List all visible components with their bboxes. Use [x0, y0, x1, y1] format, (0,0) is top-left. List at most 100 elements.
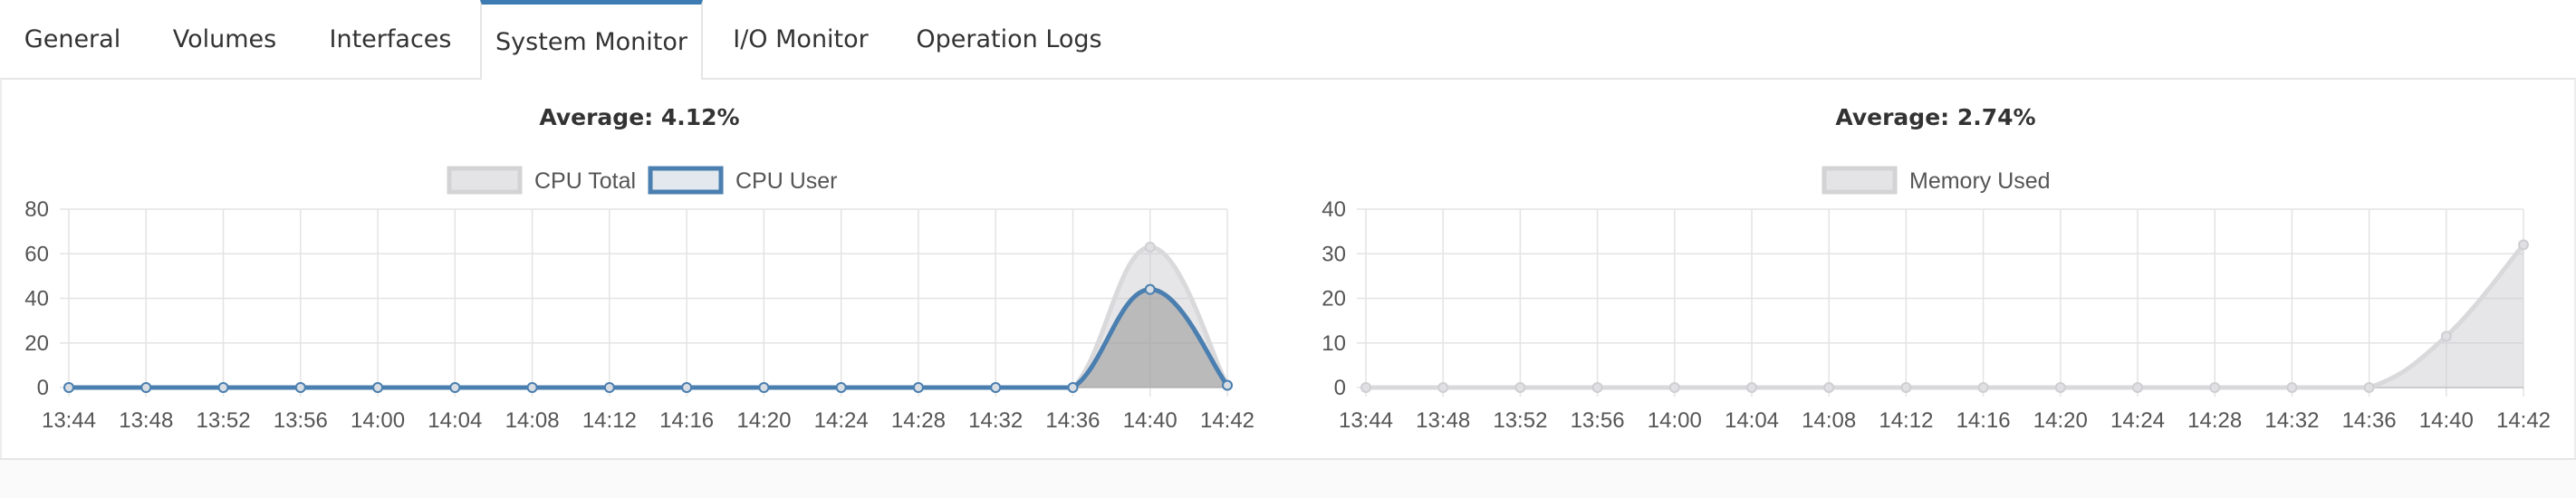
x-tick-label: 14:40: [2419, 408, 2474, 433]
panel-bottom-border: [0, 458, 2576, 460]
data-point: [1360, 382, 1371, 393]
x-tick-label: 14:36: [2342, 408, 2397, 433]
y-tick-label: 20: [1322, 287, 1346, 311]
series-line: [1365, 243, 2525, 390]
x-tick-label: 14:28: [2187, 408, 2242, 433]
x-tick-label: 13:56: [274, 408, 328, 433]
y-tick-label: 40: [1322, 197, 1346, 222]
tab-interfaces[interactable]: Interfaces: [319, 0, 462, 78]
data-point: [140, 382, 152, 393]
series-area: [69, 289, 1227, 388]
legend-label: CPU Total: [534, 168, 636, 194]
legend-label: Memory Used: [1909, 168, 2051, 194]
memory-chart: Average: 2.74% Memory Used 0 10 20 30 40 13:44 1…: [1322, 104, 2551, 433]
tab-label: General: [24, 24, 121, 53]
data-point: [2209, 382, 2221, 393]
x-tick-label: 13:48: [1416, 408, 1470, 433]
tab-general[interactable]: General: [7, 0, 138, 78]
data-point: [1668, 382, 1680, 393]
data-point: [990, 382, 1002, 393]
x-tick-label: 14:36: [1045, 408, 1100, 433]
x-tick-label: 14:00: [351, 408, 405, 433]
y-tick-label: 20: [24, 331, 49, 356]
data-point: [2518, 239, 2529, 251]
x-tick-label: 14:42: [2496, 408, 2551, 433]
x-tick-label: 14:00: [1648, 408, 1702, 433]
data-point: [2440, 330, 2452, 342]
data-point: [1067, 382, 1079, 393]
x-tick-label: 14:20: [2033, 408, 2088, 433]
data-point: [2054, 382, 2066, 393]
legend-swatch: [1821, 166, 1898, 195]
data-point: [1746, 382, 1757, 393]
tab-volumes[interactable]: Volumes: [158, 0, 292, 78]
y-tick-label: 40: [24, 287, 49, 311]
panel-border-left: [0, 78, 2, 498]
data-point: [1514, 382, 1526, 393]
tab-label: Interfaces: [329, 24, 452, 53]
charts-area: Average: 4.12% CPU Total CPU User 0 20 40 60 80…: [24, 104, 2551, 433]
data-point: [758, 382, 770, 393]
data-point: [1222, 379, 1233, 391]
x-tick-label: 14:04: [428, 408, 482, 433]
y-tick-label: 30: [1322, 242, 1346, 266]
x-tick-label: 13:44: [1339, 408, 1393, 433]
tab-bar: General Volumes Interfaces System Monito…: [0, 0, 2576, 80]
data-point: [372, 382, 384, 393]
y-tick-label: 60: [24, 242, 49, 266]
data-point: [1823, 382, 1835, 393]
tab-io-monitor[interactable]: I/O Monitor: [723, 0, 879, 78]
tab-system-monitor[interactable]: System Monitor: [480, 0, 703, 80]
x-tick-label: 14:12: [1879, 408, 1933, 433]
x-tick-label: 14:28: [891, 408, 946, 433]
data-point: [526, 382, 538, 393]
data-point: [63, 382, 74, 393]
tab-operation-logs[interactable]: Operation Logs: [906, 0, 1112, 78]
panel-footer: [0, 460, 2576, 498]
tab-label: Operation Logs: [916, 24, 1102, 53]
data-point: [1591, 382, 1603, 393]
x-tick-label: 14:12: [582, 408, 637, 433]
series-line: [68, 244, 1230, 390]
x-tick-label: 13:56: [1571, 408, 1625, 433]
x-tick-label: 14:04: [1725, 408, 1779, 433]
data-point: [1144, 283, 1156, 295]
x-tick-label: 14:42: [1200, 408, 1254, 433]
x-tick-label: 13:52: [197, 408, 251, 433]
data-point: [294, 382, 306, 393]
data-point: [2286, 382, 2298, 393]
y-tick-label: 0: [1334, 376, 1346, 400]
data-point: [449, 382, 461, 393]
x-tick-label: 14:08: [1802, 408, 1856, 433]
chart-title: Average: 4.12%: [539, 104, 739, 130]
x-tick-label: 14:24: [814, 408, 869, 433]
x-tick-label: 13:48: [119, 408, 173, 433]
cpu-chart: Average: 4.12% CPU Total CPU User 0 20 40 60 80…: [24, 104, 1254, 433]
legend-label: CPU User: [735, 168, 838, 194]
data-point: [1437, 382, 1449, 393]
chart-title: Average: 2.74%: [1835, 104, 2035, 130]
data-point: [1977, 382, 1989, 393]
series-line: [68, 287, 1229, 390]
x-tick-label: 14:32: [2264, 408, 2319, 433]
legend-swatch: [648, 166, 724, 195]
tab-label: I/O Monitor: [733, 24, 869, 53]
data-point: [1900, 382, 1912, 393]
x-tick-label: 14:16: [659, 408, 714, 433]
data-point: [2132, 382, 2143, 393]
x-tick-label: 14:20: [736, 408, 791, 433]
y-tick-label: 80: [24, 197, 49, 222]
data-point: [603, 382, 615, 393]
tab-label: System Monitor: [495, 28, 687, 56]
tab-label: Volumes: [172, 24, 277, 53]
y-tick-label: 10: [1322, 331, 1346, 356]
data-point: [217, 382, 229, 393]
panel-border-right: [2574, 78, 2576, 498]
series-area: [1366, 244, 2523, 388]
x-tick-label: 13:44: [42, 408, 96, 433]
data-point: [912, 382, 924, 393]
series-area: [69, 246, 1227, 388]
data-point: [2363, 382, 2375, 393]
x-tick-label: 14:32: [968, 408, 1023, 433]
x-tick-label: 14:24: [2110, 408, 2165, 433]
